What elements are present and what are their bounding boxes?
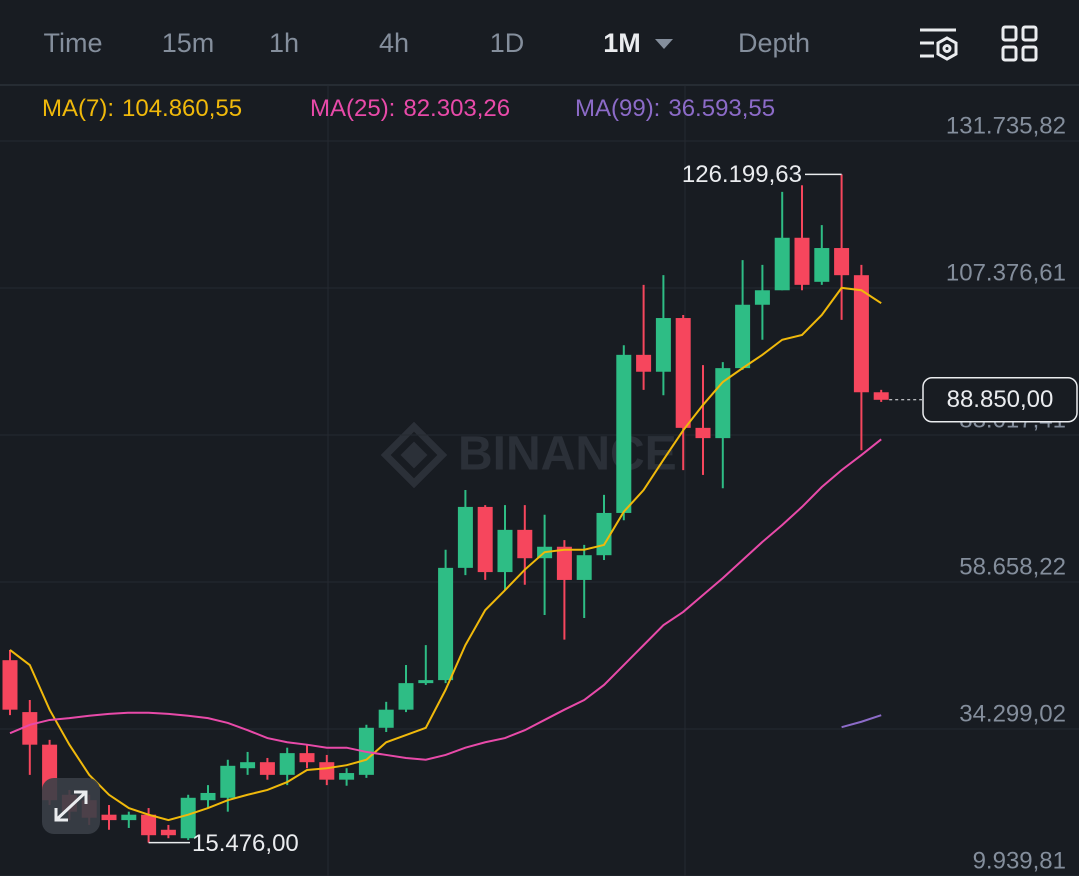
- candle-body: [636, 354, 652, 372]
- candle-body: [794, 237, 810, 285]
- timeframe-tab[interactable]: 1D: [490, 28, 525, 58]
- ma-line: [841, 714, 882, 729]
- last-price-label: 88.850,00: [947, 386, 1054, 413]
- ma-name: MA(99):: [575, 95, 660, 122]
- watermark-logo: [380, 421, 448, 489]
- candle-body: [438, 567, 454, 681]
- candle-body: [853, 275, 869, 393]
- candle-body: [180, 797, 196, 839]
- timeframe-tab[interactable]: Time: [44, 28, 103, 58]
- candle-body: [477, 506, 493, 573]
- low-label: 15.476,00: [192, 830, 299, 857]
- candle-body: [735, 304, 751, 369]
- candle-body: [754, 290, 770, 305]
- y-tick-label: 9.939,81: [973, 847, 1066, 874]
- fullscreen-button[interactable]: [42, 778, 100, 834]
- y-tick-label: 131.735,82: [946, 112, 1066, 139]
- candle-body: [596, 512, 612, 556]
- last-price-box: [922, 377, 1078, 423]
- candle-body: [378, 709, 394, 728]
- indicator-icon[interactable]: [920, 28, 958, 61]
- candle-body: [259, 762, 275, 775]
- ma-line: [9, 438, 882, 761]
- ma-name: MA(25):: [310, 95, 395, 122]
- ma-value: 82.303,26: [403, 95, 510, 122]
- timeframe-tab[interactable]: Depth: [738, 28, 810, 58]
- y-tick-label: 34.299,02: [959, 700, 1066, 727]
- timeframe-tab[interactable]: 1h: [269, 28, 299, 58]
- candle-body: [22, 712, 38, 745]
- y-tick-label: 58.658,22: [959, 553, 1066, 580]
- candle-body: [299, 753, 315, 763]
- candle-body: [774, 237, 790, 291]
- candle-body: [160, 829, 176, 836]
- candle-body: [220, 765, 236, 798]
- timeframe-tab[interactable]: 15m: [162, 28, 215, 58]
- candle-body: [2, 660, 18, 710]
- candle-body: [616, 354, 632, 513]
- ma-line: [9, 286, 882, 822]
- candle-body: [240, 762, 256, 769]
- candle-body: [141, 814, 157, 836]
- candle-body: [121, 814, 137, 821]
- candle-body: [497, 529, 513, 573]
- candle-body: [814, 248, 830, 282]
- ma-name: MA(7):: [42, 95, 114, 122]
- candle-body: [655, 318, 671, 372]
- timeframe-tab[interactable]: 1M: [603, 28, 641, 58]
- ma-value: 36.593,55: [668, 95, 775, 122]
- high-label: 126.199,63: [682, 161, 802, 188]
- candle-body: [576, 555, 592, 580]
- candle-body: [339, 773, 355, 780]
- candle-body: [695, 427, 711, 439]
- watermark-text: BINANCE: [458, 428, 677, 481]
- ma-value: 104.860,55: [122, 95, 242, 122]
- dropdown-caret[interactable]: [655, 39, 673, 49]
- candle-body: [398, 683, 414, 710]
- toolbar-icons[interactable]: [920, 25, 1038, 62]
- timeframe-tab[interactable]: 4h: [379, 28, 409, 58]
- candle-body: [457, 506, 473, 568]
- ma-legend: MA(7): 104.860,55: [42, 95, 242, 122]
- candle-body: [517, 529, 533, 559]
- candle-body: [834, 248, 850, 276]
- candle-body: [200, 792, 216, 801]
- candle-body: [873, 392, 889, 400]
- candle-body: [101, 814, 117, 821]
- layout-icon[interactable]: [1001, 25, 1038, 62]
- candle-body: [279, 753, 295, 775]
- watermark: BINANCE: [380, 421, 677, 489]
- candle-body: [418, 680, 434, 684]
- ma-legend: MA(25): 82.303,26: [310, 95, 510, 122]
- y-tick-label: 107.376,61: [946, 259, 1066, 286]
- candle-body: [319, 762, 335, 780]
- candle-body: [556, 546, 572, 580]
- candle-body: [675, 318, 691, 428]
- ma-legend: MA(99): 36.593,55: [575, 95, 775, 122]
